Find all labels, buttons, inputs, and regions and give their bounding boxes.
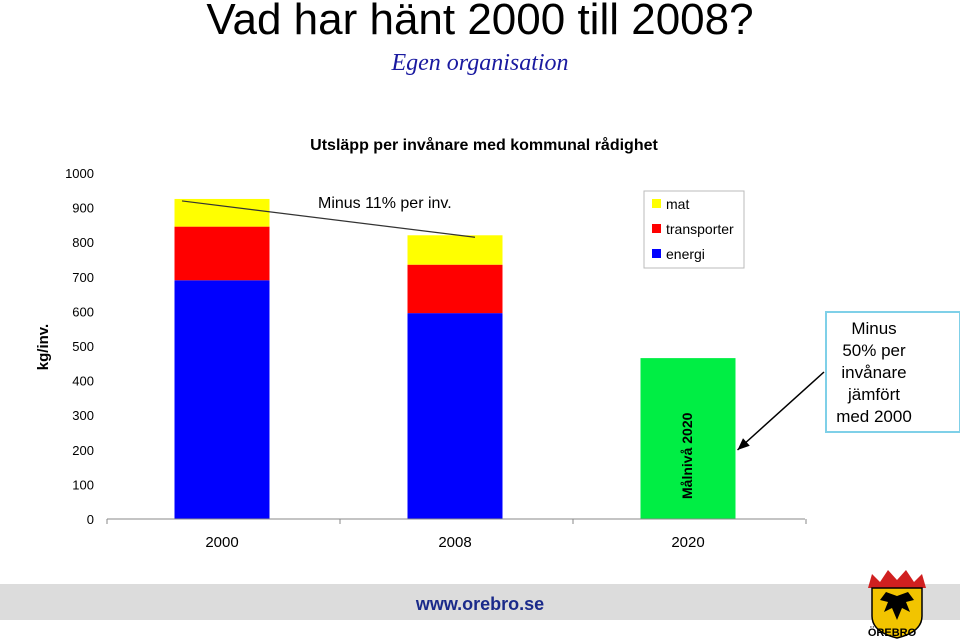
logo-text: ÖREBRO [867, 627, 917, 639]
change-annotation: Minus 11% per inv. [318, 195, 452, 212]
bar-segment-transporter [407, 264, 503, 314]
goal-arrow-head [737, 438, 750, 450]
goal-callout-line: Minus [851, 319, 896, 338]
goal-callout-line: invånare [841, 363, 906, 382]
footer-bar [0, 584, 960, 620]
legend-label-mat: mat [666, 196, 689, 212]
y-tick-label: 700 [72, 270, 94, 285]
goal-callout [825, 311, 960, 433]
footer-url[interactable]: www.orebro.se [415, 594, 545, 614]
goal-arrow-line [736, 371, 825, 451]
chart-title: Utsläpp per invånare med kommunal rådigh… [310, 136, 658, 154]
bar-segment-mat [407, 235, 503, 265]
y-tick-label: 800 [72, 235, 94, 250]
x-tick-label: 2000 [205, 534, 238, 551]
bar-segment-energi [407, 313, 503, 519]
slide-subtitle: Egen organisation [391, 50, 569, 76]
y-tick-label: 900 [72, 201, 94, 216]
y-tick-label: 1000 [65, 166, 94, 181]
target-bar-label: Målnivå 2020 [679, 412, 695, 499]
goal-callout-line: 50% per [842, 341, 906, 360]
legend-swatch-mat [652, 199, 661, 208]
slide-title: Vad har hänt 2000 till 2008? [206, 0, 754, 44]
y-tick-label: 400 [72, 374, 94, 389]
bar-segment-transporter [174, 226, 270, 281]
bar-segment-energi [174, 280, 270, 519]
y-tick-label: 500 [72, 339, 94, 354]
legend-swatch-energi [652, 249, 661, 258]
orebro-crest-icon [868, 570, 926, 639]
legend-swatch-transporter [652, 224, 661, 233]
emissions-chart: Utsläpp per invånare med kommunal rådigh… [35, 136, 960, 551]
goal-callout-line: jämfört [847, 385, 900, 404]
y-tick-label: 300 [72, 408, 94, 423]
change-line [181, 200, 476, 238]
y-tick-label: 200 [72, 443, 94, 458]
y-tick-label: 100 [72, 477, 94, 492]
y-axis-label: kg/inv. [35, 324, 52, 370]
y-tick-label: 600 [72, 304, 94, 319]
legend-label-energi: energi [666, 246, 705, 262]
x-tick-label: 2020 [671, 534, 704, 551]
legend-label-transporter: transporter [666, 221, 734, 237]
bar-segment-mat [174, 198, 270, 227]
y-tick-label: 0 [87, 512, 94, 527]
x-tick-label: 2008 [438, 534, 471, 551]
target-bar [640, 358, 736, 519]
goal-callout-line: med 2000 [836, 407, 912, 426]
